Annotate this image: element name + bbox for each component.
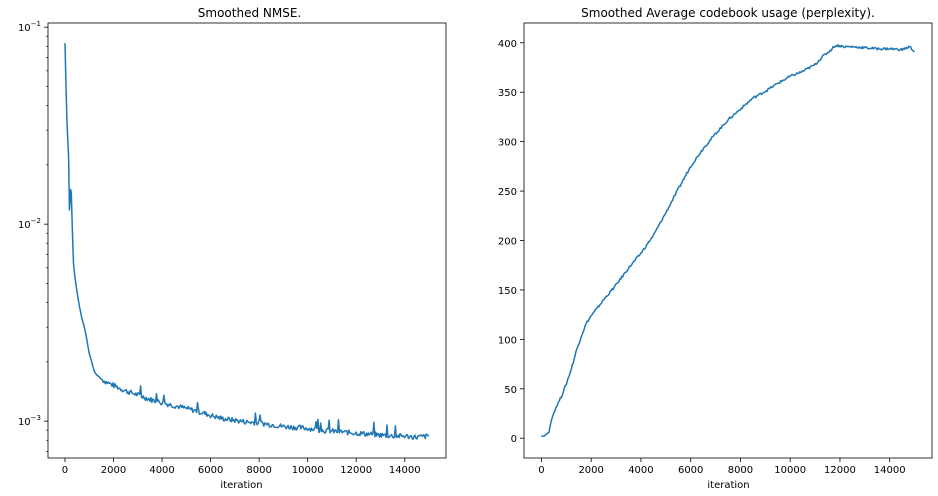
series-line-nmse — [64, 43, 430, 440]
y-tick-label: 10−2 — [18, 217, 41, 231]
y-axis: 10−3 10−2 10−1 — [18, 20, 48, 452]
x-axis: 0 2000 4000 6000 8000 10000 12000 14000 — [538, 458, 906, 476]
x-axis: 0 2000 4000 6000 8000 10000 12000 14000 — [62, 458, 421, 476]
y-tick-label: 10−1 — [18, 20, 41, 34]
x-tick-label: 6000 — [678, 465, 703, 476]
chart-nmse: Smoothed NMSE. 0 2000 4000 6000 8000 10000 120… — [18, 6, 447, 491]
y-tick-label: 300 — [498, 138, 517, 149]
plot-area — [47, 22, 447, 459]
chart-perplexity: Smoothed Average codebook usage (perplex… — [498, 6, 933, 491]
y-axis: 0 50 100 150 200 250 300 350 400 — [498, 39, 524, 445]
series-line-perplexity — [541, 44, 915, 438]
x-tick-label: 6000 — [198, 465, 223, 476]
x-axis-label: iteration — [220, 480, 262, 491]
y-tick-label: 350 — [498, 88, 517, 99]
chart-title: Smoothed Average codebook usage (perplex… — [581, 6, 875, 20]
x-tick-label: 4000 — [628, 465, 653, 476]
x-tick-label: 14000 — [874, 465, 906, 476]
x-tick-label: 0 — [62, 465, 68, 476]
x-tick-label: 8000 — [728, 465, 753, 476]
y-tick-label: 400 — [498, 39, 517, 50]
x-tick-label: 12000 — [340, 465, 372, 476]
x-tick-label: 10000 — [292, 465, 324, 476]
y-tick-label: 0 — [511, 434, 517, 445]
y-tick-label: 10−3 — [18, 414, 41, 428]
x-tick-label: 2000 — [101, 465, 126, 476]
x-tick-label: 14000 — [389, 465, 421, 476]
y-tick-label: 250 — [498, 187, 517, 198]
y-tick-label: 100 — [498, 335, 517, 346]
x-tick-label: 10000 — [774, 465, 806, 476]
x-tick-label: 0 — [538, 465, 544, 476]
plot-area — [523, 22, 933, 459]
y-tick-label: 200 — [498, 237, 517, 248]
x-tick-label: 12000 — [824, 465, 856, 476]
x-tick-label: 8000 — [246, 465, 271, 476]
x-axis-label: iteration — [707, 480, 749, 491]
y-tick-label: 150 — [498, 286, 517, 297]
chart-title: Smoothed NMSE. — [198, 6, 301, 20]
y-tick-label: 50 — [504, 385, 517, 396]
x-tick-label: 4000 — [149, 465, 174, 476]
x-tick-label: 2000 — [578, 465, 603, 476]
